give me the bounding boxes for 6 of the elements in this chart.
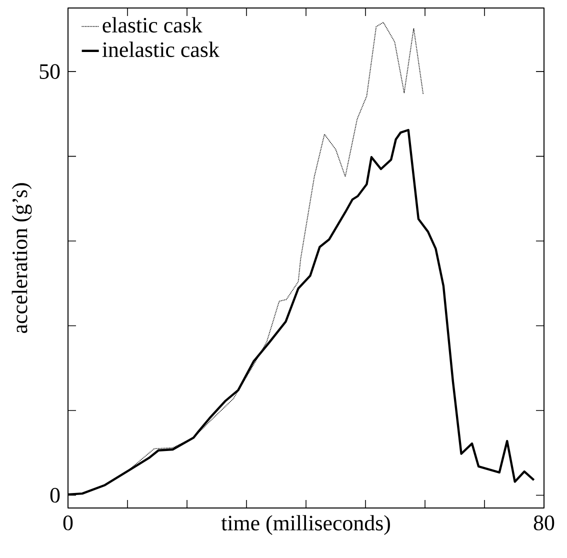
legend-label: elastic cask xyxy=(102,17,202,33)
y-axis-title: acceleration (g’s) xyxy=(12,183,32,333)
y-tick-label: 50 xyxy=(40,64,60,79)
x-tick-label: 80 xyxy=(534,515,554,530)
x-axis-title: time (milliseconds) xyxy=(221,515,390,535)
legend-label: inelastic cask xyxy=(102,42,220,58)
